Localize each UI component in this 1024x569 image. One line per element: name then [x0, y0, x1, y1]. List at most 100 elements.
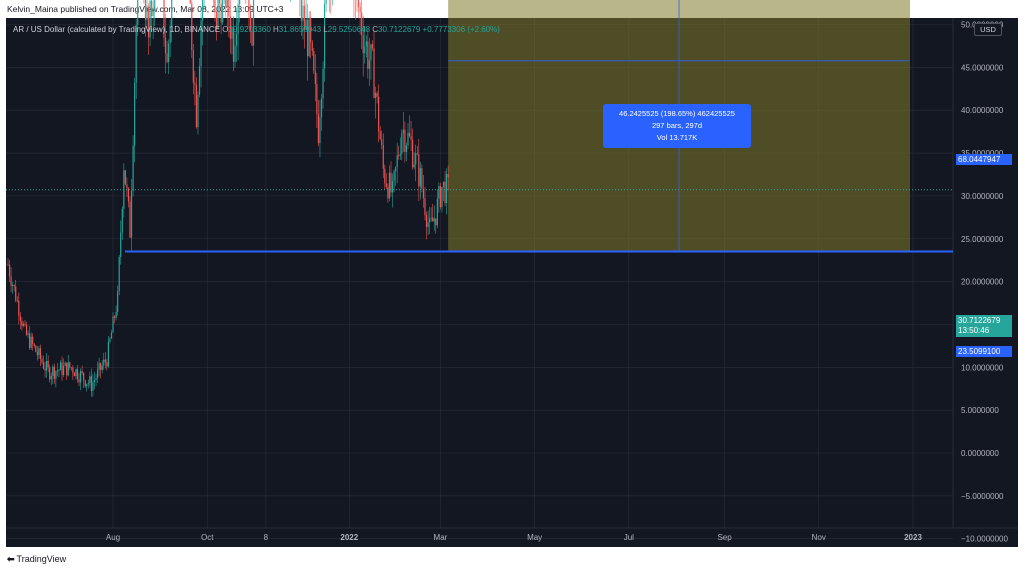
candle-body: [67, 362, 69, 376]
candle-body: [399, 153, 401, 156]
candle-body: [395, 167, 397, 172]
candle-body: [8, 264, 11, 277]
candle-body: [22, 323, 25, 326]
candle-body: [117, 291, 119, 312]
candle-body: [402, 129, 404, 134]
candle-body: [421, 168, 423, 189]
candle-body: [96, 369, 99, 379]
candle-body: [379, 131, 381, 140]
candle-body: [75, 369, 77, 377]
candle-body: [435, 218, 437, 226]
candle-body: [10, 276, 12, 286]
candle-body: [154, 0, 156, 12]
candle-body: [201, 0, 204, 21]
candle-body: [29, 333, 31, 348]
tradingview-brand: TradingView: [16, 554, 67, 564]
candle-body: [231, 27, 233, 39]
candle-body: [134, 82, 136, 146]
time-axis-label: Oct: [201, 533, 214, 542]
candle-body: [30, 336, 32, 348]
candle-body: [357, 0, 360, 8]
candle-body: [171, 0, 173, 26]
footer: ⬅︎ TradingView: [0, 549, 1024, 569]
price-axis-label: 30.0000000: [961, 192, 1004, 201]
candle-body: [135, 24, 137, 83]
candle-body: [47, 360, 49, 368]
candle-body: [325, 0, 327, 4]
candle-body: [21, 320, 23, 326]
candle-body: [378, 96, 380, 132]
candle-body: [308, 17, 310, 57]
candle-body: [302, 5, 304, 21]
candle-body: [152, 11, 154, 17]
candle-body: [129, 201, 131, 238]
candle-body: [191, 3, 193, 51]
candle-body: [319, 117, 321, 144]
candle-body: [391, 180, 394, 193]
candle-body: [314, 71, 316, 85]
candle-body: [66, 362, 68, 376]
candle-body: [83, 372, 85, 381]
candle-body: [385, 183, 387, 187]
candle-body: [388, 172, 391, 199]
price-axis-label: −10.0000000: [961, 535, 1008, 544]
candle-body: [69, 362, 71, 368]
candle-body: [59, 362, 62, 371]
candle-body: [446, 174, 448, 203]
candle-body: [50, 375, 52, 380]
candle-body: [214, 0, 216, 12]
candle-body: [439, 186, 442, 208]
candle-body: [24, 323, 26, 325]
candle-body: [19, 315, 21, 321]
candle-body: [232, 27, 235, 62]
measure-bars: 297 bars, 297d: [651, 121, 703, 130]
candle-body: [92, 381, 94, 391]
candle-body: [130, 191, 133, 238]
currency-button[interactable]: USD: [974, 23, 1002, 36]
candle-body: [249, 10, 252, 31]
candle-body: [217, 0, 219, 29]
candle-body: [433, 218, 435, 222]
price-axis-label: 40.0000000: [961, 106, 1004, 115]
candle-body: [98, 363, 100, 370]
candle-body: [38, 348, 40, 356]
candle-body: [215, 11, 218, 29]
candle-body: [79, 371, 82, 383]
candle-body: [12, 284, 14, 286]
candle-body: [382, 144, 384, 169]
candle-body: [118, 256, 120, 292]
candle-body: [55, 371, 57, 379]
candle-body: [322, 68, 324, 99]
candle-body: [317, 114, 320, 144]
candle-body: [374, 92, 377, 98]
close-label: C: [372, 25, 379, 34]
measure-change: 46.2425525 (198.65%) 462425525: [619, 109, 735, 118]
price-axis[interactable]: 100.000000095.000000090.000000085.000000…: [961, 0, 1008, 569]
tradingview-logo[interactable]: ⬅︎ TradingView: [7, 554, 66, 565]
candle-body: [36, 351, 38, 356]
candle-body: [413, 164, 415, 168]
candle-body: [101, 365, 103, 371]
candle-body: [87, 382, 89, 384]
close-value: 30.7122679: [378, 25, 421, 34]
candle-body: [62, 365, 65, 375]
candle-body: [410, 136, 412, 140]
candle-body: [70, 367, 72, 369]
candle-body: [373, 48, 375, 98]
candle-body: [192, 50, 194, 83]
candle-body: [235, 33, 238, 46]
candle-body: [112, 316, 114, 333]
candle-body: [252, 0, 255, 46]
candle-body: [364, 46, 366, 54]
candle-body: [46, 360, 48, 371]
candle-body: [415, 153, 417, 165]
candle-body: [109, 338, 111, 342]
candle-body: [303, 5, 306, 30]
candle-body: [313, 50, 315, 72]
price-axis-label: 20.0000000: [961, 278, 1004, 287]
symbol-legend[interactable]: AR / US Dollar (calculated by TradingVie…: [13, 25, 500, 34]
price-axis-label: 10.0000000: [961, 363, 1004, 372]
candle-body: [218, 0, 221, 4]
time-axis[interactable]: Aug Oct 8 2022 Mar May Jul Sep Nov 2023: [106, 533, 923, 542]
